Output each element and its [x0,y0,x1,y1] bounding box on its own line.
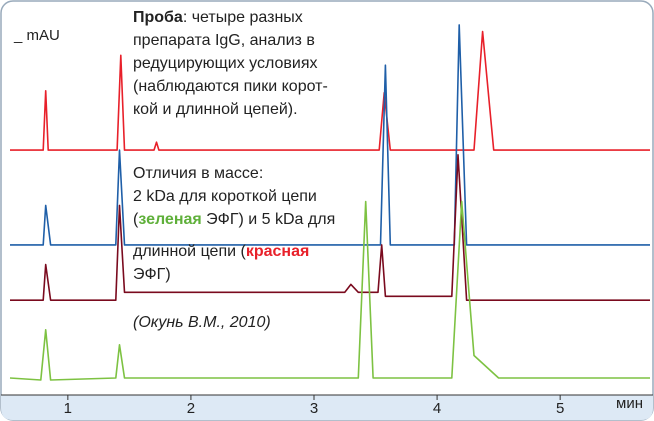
text: (наблюдаются пики корот- [133,78,328,95]
x-tick-label: 1 [64,400,72,417]
x-tick-label: 4 [433,400,441,417]
annotation-source: (Окунь В.М., 2010) [133,314,271,331]
annotation-sample: Проба: четыре разных препарата IgG, анал… [133,6,328,121]
highlight-green: зеленая [138,211,202,228]
text: ЭФГ) [133,266,171,283]
axis-band [1,395,653,420]
y-axis-label: _ mAU [13,27,60,44]
text: препарата IgG, анализ в [133,32,315,49]
text: ( [133,211,139,228]
trace [10,24,650,246]
sample-label: Проба [133,9,183,26]
x-tick-label: 2 [187,400,195,417]
trace [10,30,650,151]
text: редуцирующих условиях [133,55,318,72]
x-tick-label: 3 [310,400,318,417]
text: кой и длинной цепей). [133,101,298,118]
text: длинной цепи ( [133,243,246,260]
annotation-difference: Отличия в массе: 2 kDa для короткой цепи… [133,162,335,286]
text: : четыре разных [182,9,303,26]
text: 2 kDa для короткой цепи [133,188,317,205]
highlight-red: красная [245,243,310,260]
text: ЭФГ) и 5 kDa для [201,211,336,228]
trace [10,154,650,301]
trace [9,200,650,381]
x-tick-label: 5 [556,400,564,417]
x-axis-label: мин [616,395,643,412]
text: Отличия в массе: [133,165,264,182]
